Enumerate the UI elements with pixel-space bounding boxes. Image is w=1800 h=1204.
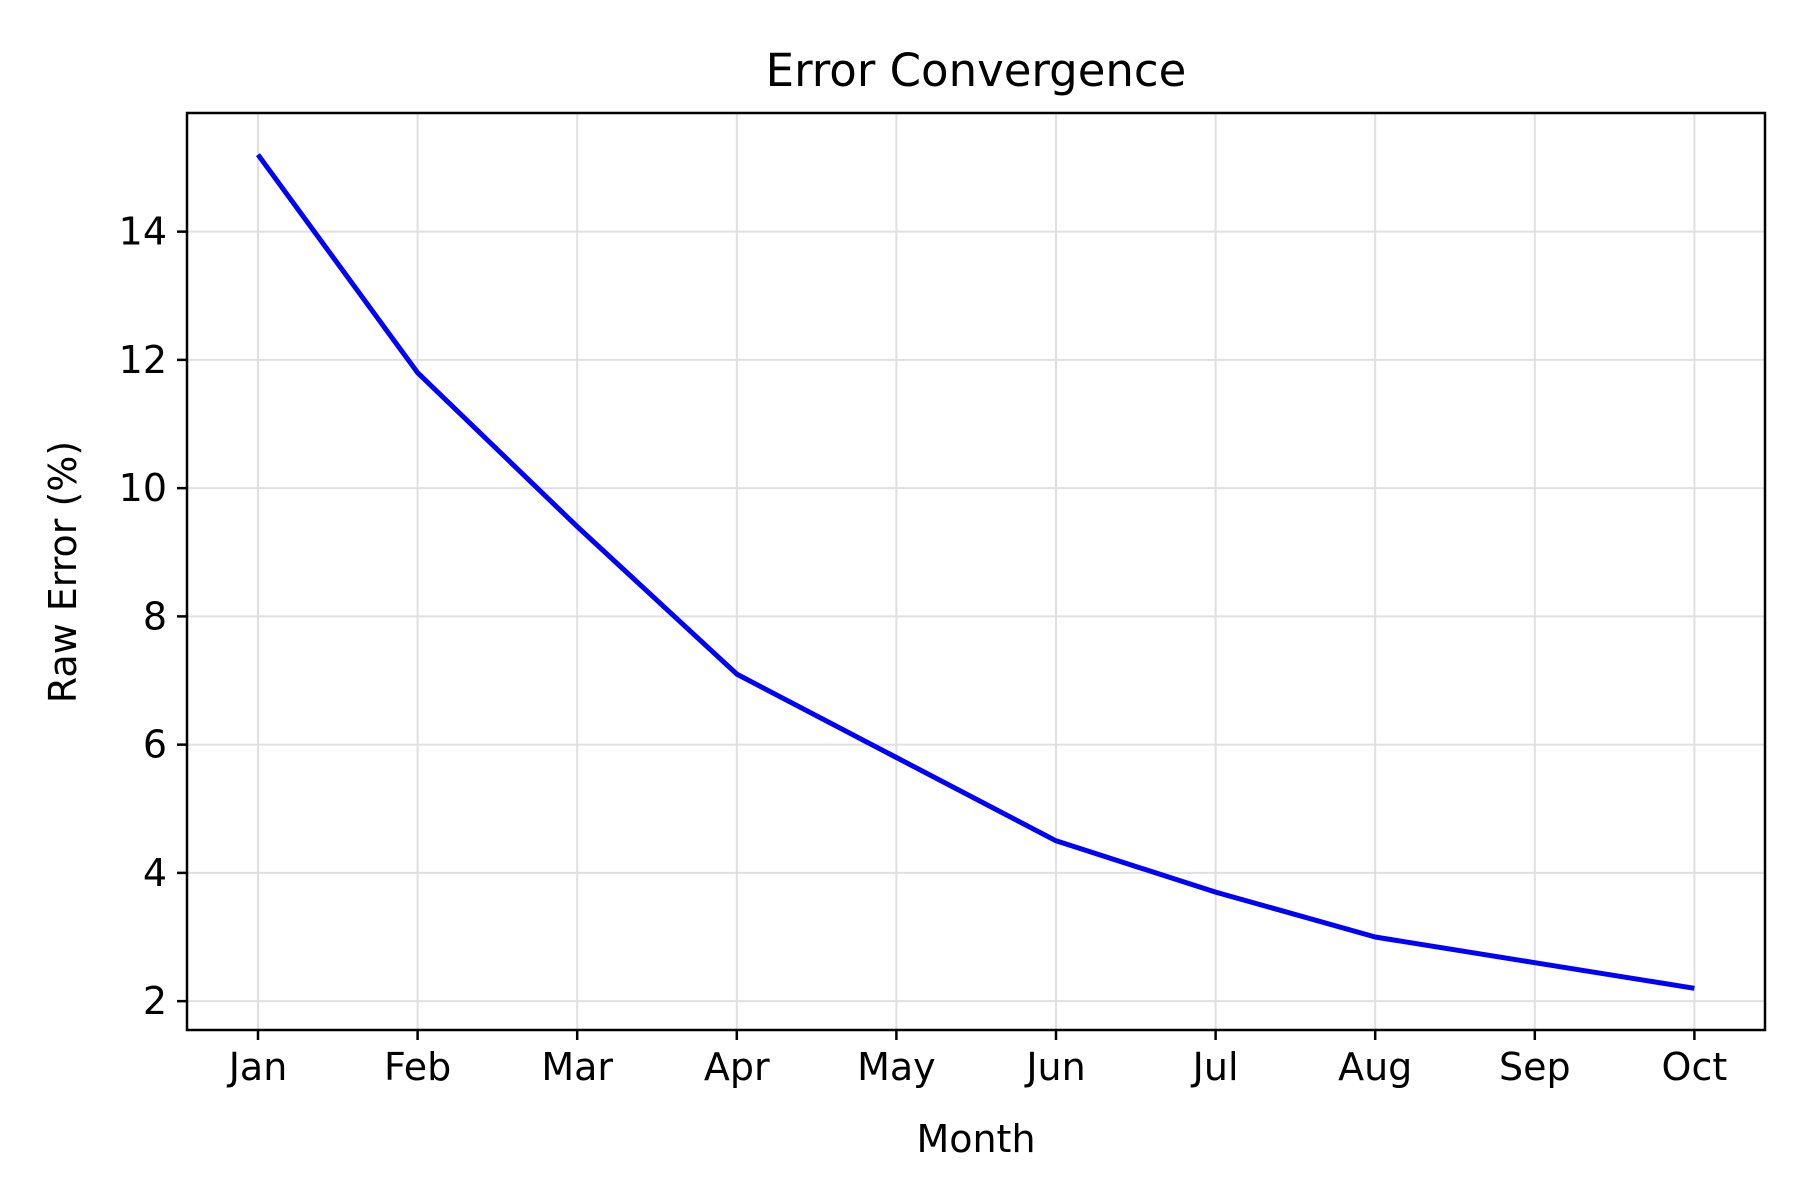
x-tick-label: Sep (1499, 1045, 1571, 1089)
series-layer (255, 153, 1695, 991)
x-tick-label: Jun (1024, 1045, 1085, 1089)
y-tick-label: 14 (119, 210, 167, 254)
x-tick-label: Mar (541, 1045, 613, 1089)
x-tick-label: Jan (227, 1045, 288, 1089)
x-axis-label: Month (916, 1117, 1035, 1161)
y-tick-label: 10 (119, 466, 167, 510)
x-tick-label: Oct (1662, 1045, 1728, 1089)
grid (187, 113, 1765, 1030)
chart-title: Error Convergence (766, 44, 1187, 97)
x-tick-label: May (857, 1045, 936, 1089)
y-tick-label: 4 (143, 851, 167, 895)
y-tick-label: 12 (119, 338, 167, 382)
x-tick-label: Apr (704, 1045, 770, 1089)
plot-frame (185, 111, 1767, 1032)
y-tick-label: 2 (143, 979, 167, 1023)
y-tick-label: 8 (143, 594, 167, 638)
y-axis-label: Raw Error (%) (41, 441, 85, 703)
x-tick-label: Feb (384, 1045, 451, 1089)
x-tick-label: Jul (1191, 1045, 1239, 1089)
x-tick-label: Aug (1338, 1045, 1412, 1089)
y-tick-label: 6 (143, 723, 167, 767)
series-line-0 (255, 153, 1695, 991)
axis-ticks: Jan Feb Mar Apr May Jun Jul Aug Sep Oct 2 4 6 8 10 12 14 (119, 210, 1728, 1089)
